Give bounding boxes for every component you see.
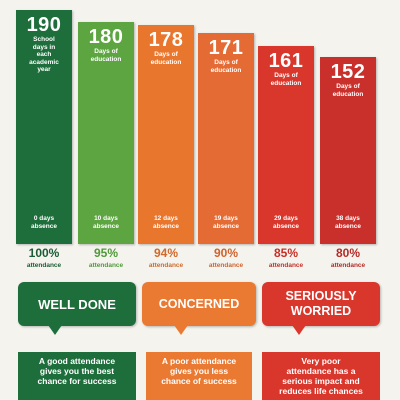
message-poor-text: A poor attendance gives you less chance … <box>161 356 237 386</box>
bubble-well-done-text: WELL DONE <box>38 296 116 312</box>
attendance-label: attendance <box>88 262 124 269</box>
bar-absence-label: 0 days absence <box>30 215 58 230</box>
bar-absence-label: 12 days absence <box>152 215 180 230</box>
bar-value-label: 178 <box>148 29 184 51</box>
bar-description: School days in each academic year <box>29 36 59 73</box>
bar-5: 152 Days of education 38 days absence <box>320 57 376 244</box>
category-label: 90% <box>213 246 239 260</box>
bar-absence-label: 38 days absence <box>334 215 362 230</box>
bar-description: Days of education <box>90 48 122 63</box>
attendance-label: attendance <box>330 262 366 269</box>
bar-absence-label: 10 days absence <box>92 215 120 230</box>
bar-description: Days of education <box>332 83 364 98</box>
bar-value-label: 180 <box>88 26 124 48</box>
bar-3: 171 Days of education 19 days absence <box>198 33 254 244</box>
bar-1: 180 Days of education 10 days absence <box>78 22 134 244</box>
bar-value-label: 152 <box>330 61 366 83</box>
bubble-concerned-tail <box>174 325 188 335</box>
message-good: A good attendance gives you the best cha… <box>18 352 136 400</box>
bar-description: Days of education <box>270 72 302 87</box>
category-label: 94% <box>153 246 179 260</box>
bar-0: 190 School days in each academic year 0 da… <box>16 10 72 244</box>
category-label: 80% <box>335 246 361 260</box>
attendance-label: attendance <box>208 262 244 269</box>
bubble-seriously-worried: SERIOUSLY WORRIED <box>262 282 380 335</box>
message-very-poor: Very poor attendance has a serious impac… <box>262 352 380 400</box>
message-poor: A poor attendance gives you less chance … <box>146 352 252 400</box>
bubble-seriously-worried-text: SERIOUSLY WORRIED <box>285 289 357 318</box>
bar-4: 161 Days of education 29 days absence <box>258 46 314 244</box>
bubble-well-done: WELL DONE <box>18 282 136 335</box>
attendance-label: attendance <box>148 262 184 269</box>
attendance-label: attendance <box>26 262 62 269</box>
bar-description: Days of education <box>150 51 182 66</box>
bar-value-label: 171 <box>208 37 244 59</box>
bubble-well-done-tail <box>48 325 62 335</box>
attendance-label: attendance <box>268 262 304 269</box>
bar-absence-label: 29 days absence <box>272 215 300 230</box>
message-good-text: A good attendance gives you the best cha… <box>37 356 117 386</box>
bar-absence-label: 19 days absence <box>212 215 240 230</box>
bar-2: 178 Days of education 12 days absence <box>138 25 194 244</box>
category-label: 100% <box>28 246 60 260</box>
bar-description: Days of education <box>210 59 242 74</box>
bubble-concerned: CONCERNED <box>142 282 256 335</box>
category-label: 85% <box>273 246 299 260</box>
message-very-poor-text: Very poor attendance has a serious impac… <box>279 356 363 396</box>
bubble-seriously-worried-tail <box>292 325 306 335</box>
bubble-concerned-text: CONCERNED <box>158 297 240 311</box>
bar-value-label: 161 <box>268 50 304 72</box>
bar-value-label: 190 <box>26 14 62 36</box>
category-label: 95% <box>93 246 119 260</box>
